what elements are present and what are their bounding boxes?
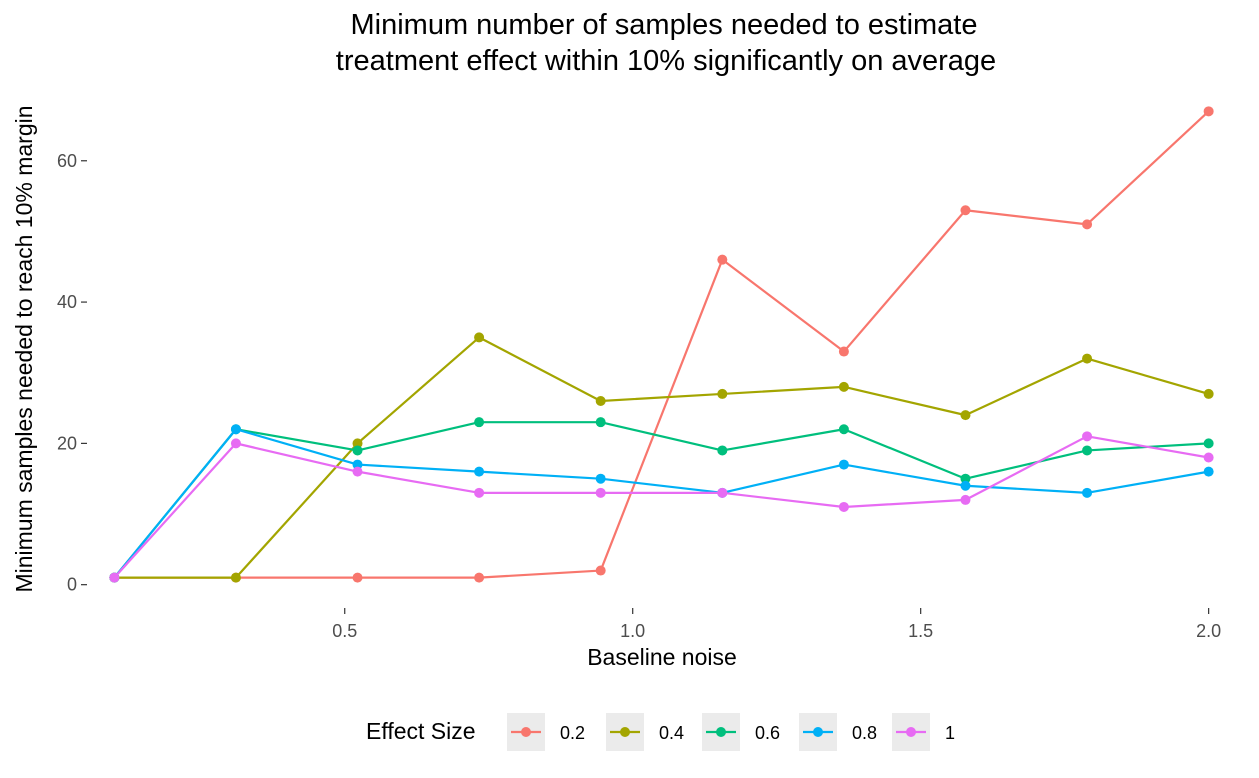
series-line (113, 435, 1209, 579)
legend: Effect Size 0.2 0.4 0.6 0.8 1 (366, 713, 955, 751)
data-point (1203, 466, 1214, 477)
data-point (838, 501, 849, 512)
data-point (230, 572, 241, 583)
data-point (595, 565, 606, 576)
data-point (960, 473, 971, 484)
data-point (109, 572, 120, 583)
legend-label: 0.6 (755, 723, 780, 743)
data-point (960, 494, 971, 505)
data-point (1203, 438, 1214, 449)
series-line (113, 428, 1209, 579)
data-point (1082, 219, 1093, 230)
legend-item-0.4: 0.4 (606, 713, 684, 751)
data-point (352, 438, 363, 449)
legend-label: 0.4 (659, 723, 684, 743)
legend-key-point (716, 727, 726, 737)
y-axis: 0 20 40 60 (57, 151, 87, 595)
data-point (717, 388, 728, 399)
data-point (474, 466, 485, 477)
data-point (595, 395, 606, 406)
legend-key-point (521, 727, 531, 737)
x-axis: 0.5 1.0 1.5 2.0 (332, 608, 1221, 641)
legend-key-point (813, 727, 823, 737)
y-tick-label: 40 (57, 292, 77, 312)
data-point (717, 445, 728, 456)
legend-item-0.6: 0.6 (702, 713, 780, 751)
series-0.8 (109, 424, 1214, 583)
y-tick-label: 60 (57, 151, 77, 171)
data-point (474, 487, 485, 498)
data-point (960, 480, 971, 491)
data-point (1082, 353, 1093, 364)
data-point (230, 424, 241, 435)
legend-label: 1 (945, 723, 955, 743)
data-point (595, 487, 606, 498)
data-point (1082, 431, 1093, 442)
data-point (595, 417, 606, 428)
data-point (838, 381, 849, 392)
series-line (114, 336, 1209, 579)
data-point (474, 332, 485, 343)
data-point (1082, 487, 1093, 498)
data-point (352, 572, 363, 583)
legend-item-1: 1 (892, 713, 955, 751)
legend-item-0.2: 0.2 (507, 713, 585, 751)
series-1 (109, 431, 1214, 583)
legend-label: 0.8 (852, 723, 877, 743)
y-axis-title: Minimum samples needed to reach 10% marg… (11, 105, 37, 592)
legend-title: Effect Size (366, 718, 476, 744)
data-point (838, 424, 849, 435)
data-point (1082, 445, 1093, 456)
data-point (595, 473, 606, 484)
x-axis-title: Baseline noise (587, 644, 737, 670)
data-point (352, 445, 363, 456)
series-0.6 (109, 417, 1214, 583)
data-point (474, 572, 485, 583)
y-tick-label: 0 (67, 575, 77, 595)
y-tick-label: 20 (57, 433, 77, 453)
data-point (1203, 452, 1214, 463)
data-point (1203, 106, 1214, 117)
series-line (114, 110, 1210, 579)
x-tick-label: 2.0 (1196, 621, 1221, 641)
series-layer (109, 106, 1214, 583)
x-tick-label: 0.5 (332, 621, 357, 641)
data-point (960, 410, 971, 421)
x-tick-label: 1.5 (908, 621, 933, 641)
data-point (717, 254, 728, 265)
data-point (960, 205, 971, 216)
data-point (717, 487, 728, 498)
series-line (113, 421, 1209, 579)
x-tick-label: 1.0 (620, 621, 645, 641)
data-point (352, 466, 363, 477)
data-point (352, 459, 363, 470)
data-point (1203, 388, 1214, 399)
series-0.2 (109, 106, 1214, 583)
legend-key-point (620, 727, 630, 737)
chart-title-line-2: treatment effect within 10% significantl… (336, 45, 996, 77)
data-point (838, 459, 849, 470)
legend-label: 0.2 (560, 723, 585, 743)
legend-item-0.8: 0.8 (799, 713, 877, 751)
data-point (230, 438, 241, 449)
data-point (838, 346, 849, 357)
chart-title-line-1: Minimum number of samples needed to esti… (350, 9, 977, 41)
legend-key-point (906, 727, 916, 737)
data-point (474, 417, 485, 428)
